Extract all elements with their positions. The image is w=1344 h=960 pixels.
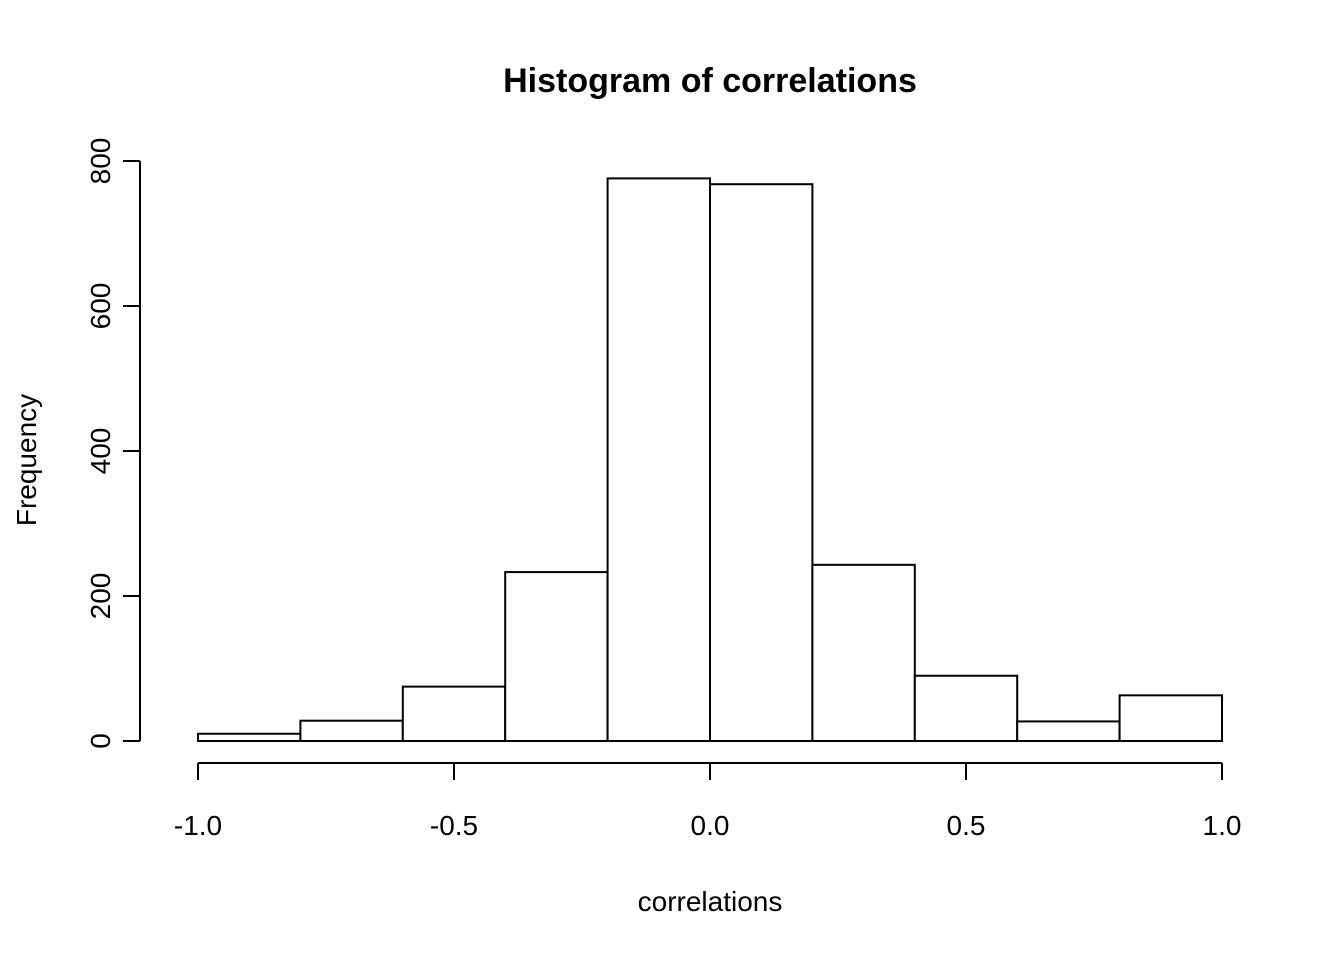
x-axis: -1.0 -0.5 0.0 0.5 1.0 — [174, 762, 1242, 841]
histogram-bar-9 — [1016, 720, 1121, 742]
y-tick-label: 800 — [85, 138, 116, 185]
x-tick-label: 0.5 — [947, 810, 986, 841]
histogram-bar-2 — [299, 719, 404, 743]
histogram-bar-6 — [709, 183, 814, 742]
histogram-bar-3 — [401, 685, 507, 742]
x-tick-label: 1.0 — [1203, 810, 1242, 841]
x-tick-label: 0.0 — [691, 810, 730, 841]
y-tick-label: 200 — [85, 573, 116, 620]
histogram-bar-8 — [913, 674, 1019, 742]
histogram-bar-4 — [504, 571, 609, 743]
histogram-bar-7 — [811, 563, 916, 743]
y-tick-label: 400 — [85, 428, 116, 475]
x-tick-label: -0.5 — [430, 810, 478, 841]
y-axis: 0 200 400 600 800 — [85, 138, 141, 749]
histogram-bar-1 — [197, 732, 302, 742]
bars-group — [197, 177, 1223, 743]
x-tick-label: -1.0 — [174, 810, 222, 841]
y-axis-title: Frequency — [11, 394, 42, 526]
histogram-bar-5 — [606, 177, 711, 742]
x-axis-title: correlations — [638, 886, 783, 917]
histogram-bar-10 — [1118, 694, 1223, 743]
y-tick-label: 600 — [85, 283, 116, 330]
y-tick-label: 0 — [85, 733, 116, 749]
chart-title: Histogram of correlations — [503, 62, 917, 100]
